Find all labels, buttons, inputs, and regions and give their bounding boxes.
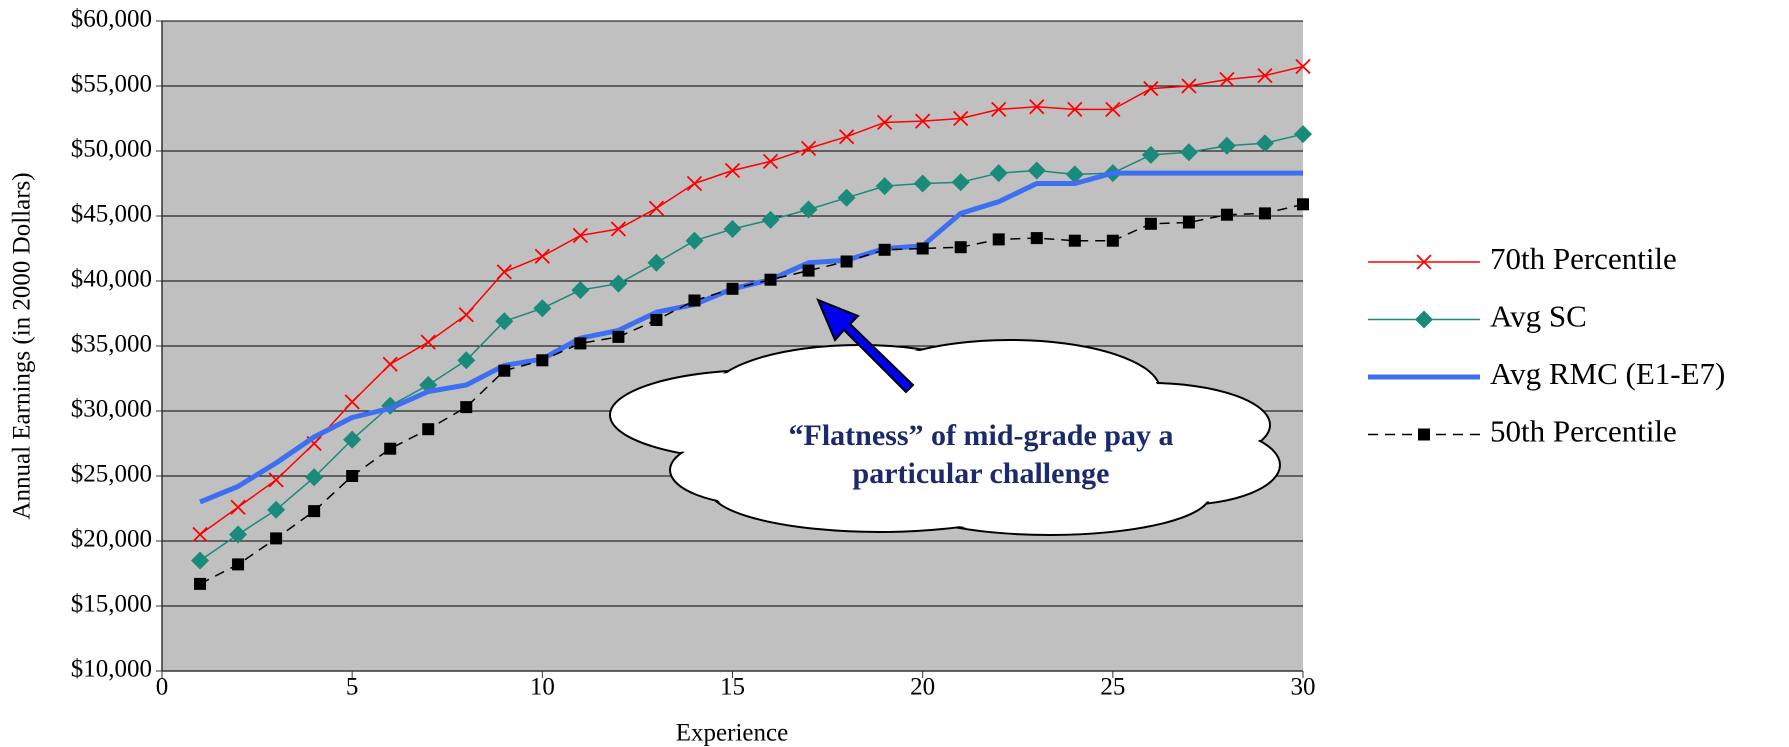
marker — [1415, 311, 1433, 329]
marker — [232, 558, 244, 570]
chart: “Flatness” of mid-grade pay a particular… — [0, 0, 1789, 747]
marker — [917, 243, 929, 255]
marker — [993, 233, 1005, 245]
marker — [688, 295, 700, 307]
x-tick-label: 10 — [530, 674, 555, 701]
marker — [384, 443, 396, 455]
marker — [727, 283, 739, 295]
x-axis-label: Experience — [676, 720, 788, 747]
marker — [955, 241, 967, 253]
marker — [308, 505, 320, 517]
marker — [879, 244, 891, 256]
marker — [803, 265, 815, 277]
marker — [650, 314, 662, 326]
y-tick-label: $20,000 — [71, 526, 152, 553]
marker — [574, 337, 586, 349]
x-tick-label: 0 — [156, 674, 169, 701]
marker — [1145, 218, 1157, 230]
x-tick-label: 5 — [346, 674, 359, 701]
x-tick-label: 20 — [910, 674, 935, 701]
x-tick-label: 25 — [1100, 674, 1125, 701]
annotation: particular challenge — [853, 457, 1110, 490]
marker — [1107, 235, 1119, 247]
y-tick-label: $30,000 — [71, 396, 152, 423]
y-tick-label: $55,000 — [71, 71, 152, 98]
marker — [1418, 429, 1430, 441]
marker — [1259, 207, 1271, 219]
y-tick-label: $60,000 — [71, 6, 152, 33]
y-axis-label: Annual Earnings (in 2000 Dollars) — [9, 172, 36, 519]
y-tick-label: $40,000 — [71, 266, 152, 293]
marker — [1069, 235, 1081, 247]
marker — [460, 401, 472, 413]
marker — [536, 354, 548, 366]
marker — [1221, 209, 1233, 221]
marker — [1183, 217, 1195, 229]
x-tick-label: 30 — [1291, 674, 1316, 701]
annotation: “Flatness” of mid-grade pay a — [789, 419, 1174, 452]
marker — [612, 331, 624, 343]
y-tick-label: $35,000 — [71, 331, 152, 358]
y-tick-label: $50,000 — [71, 136, 152, 163]
y-tick-label: $10,000 — [71, 656, 152, 683]
y-tick-label: $25,000 — [71, 461, 152, 488]
legend-label: 70th Percentile — [1490, 241, 1677, 276]
marker — [498, 365, 510, 377]
y-tick-label: $15,000 — [71, 591, 152, 618]
marker — [1297, 198, 1309, 210]
marker — [765, 274, 777, 286]
marker — [194, 578, 206, 590]
marker — [841, 256, 853, 268]
y-tick-label: $45,000 — [71, 201, 152, 228]
legend-label: 50th Percentile — [1490, 414, 1677, 449]
legend-label: Avg SC — [1490, 299, 1587, 334]
x-tick-label: 15 — [720, 674, 745, 701]
marker — [346, 470, 358, 482]
marker — [270, 532, 282, 544]
marker — [422, 423, 434, 435]
marker — [1031, 232, 1043, 244]
legend-label: Avg RMC (E1-E7) — [1490, 356, 1725, 391]
